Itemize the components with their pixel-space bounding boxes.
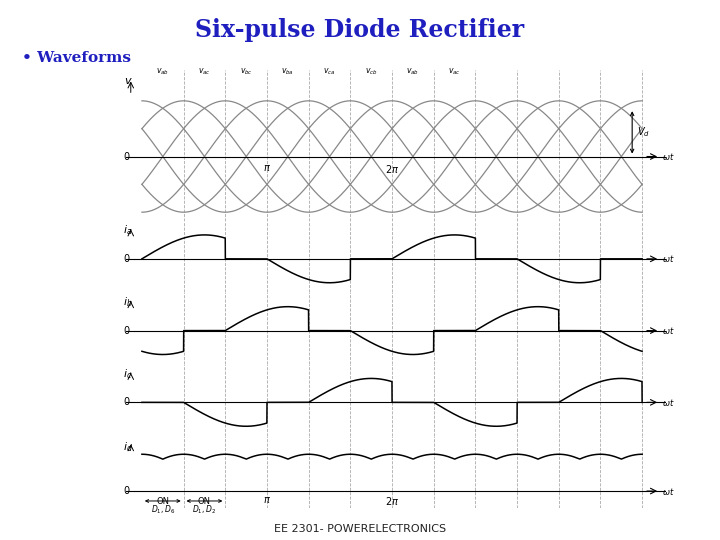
Text: $v_{ac}$: $v_{ac}$	[449, 67, 461, 77]
Text: $v_{ab}$: $v_{ab}$	[406, 67, 419, 77]
Text: • Waveforms: • Waveforms	[22, 51, 130, 65]
Text: $2\pi$: $2\pi$	[385, 163, 399, 175]
Text: $\omega t$: $\omega t$	[662, 325, 675, 336]
Text: $\omega t$: $\omega t$	[662, 253, 675, 264]
Text: $\omega t$: $\omega t$	[662, 151, 675, 162]
Text: 0: 0	[124, 254, 130, 264]
Text: 0: 0	[124, 326, 130, 335]
Text: Six-pulse Diode Rectifier: Six-pulse Diode Rectifier	[195, 18, 525, 42]
Text: $i_b$: $i_b$	[123, 295, 132, 309]
Text: $v_{ac}$: $v_{ac}$	[198, 67, 211, 77]
Text: ON: ON	[156, 497, 169, 507]
Text: ON: ON	[198, 497, 211, 507]
Text: $i_a$: $i_a$	[123, 223, 132, 237]
Text: $v_{ba}$: $v_{ba}$	[282, 67, 294, 77]
Text: $v_{bc}$: $v_{bc}$	[240, 67, 253, 77]
Text: $v_{cb}$: $v_{cb}$	[365, 67, 377, 77]
Text: $D_1,D_2$: $D_1,D_2$	[192, 504, 217, 516]
Text: $\omega t$: $\omega t$	[662, 485, 675, 497]
Text: $2\pi$: $2\pi$	[385, 496, 399, 508]
Text: $v_{ab}$: $v_{ab}$	[156, 67, 169, 77]
Text: $\omega t$: $\omega t$	[662, 397, 675, 408]
Text: $\pi$: $\pi$	[263, 163, 271, 173]
Text: $v_{ca}$: $v_{ca}$	[323, 67, 336, 77]
Text: $v$: $v$	[124, 76, 132, 86]
Text: 0: 0	[124, 486, 130, 496]
Text: 0: 0	[124, 397, 130, 407]
Text: $V_d$: $V_d$	[637, 125, 650, 139]
Text: EE 2301- POWERELECTRONICS: EE 2301- POWERELECTRONICS	[274, 523, 446, 534]
Text: 0: 0	[124, 152, 130, 161]
Text: $D_1,D_6$: $D_1,D_6$	[150, 504, 175, 516]
Text: $\pi$: $\pi$	[263, 496, 271, 505]
Text: $i_d$: $i_d$	[123, 440, 133, 454]
Text: $i_c$: $i_c$	[123, 367, 132, 381]
